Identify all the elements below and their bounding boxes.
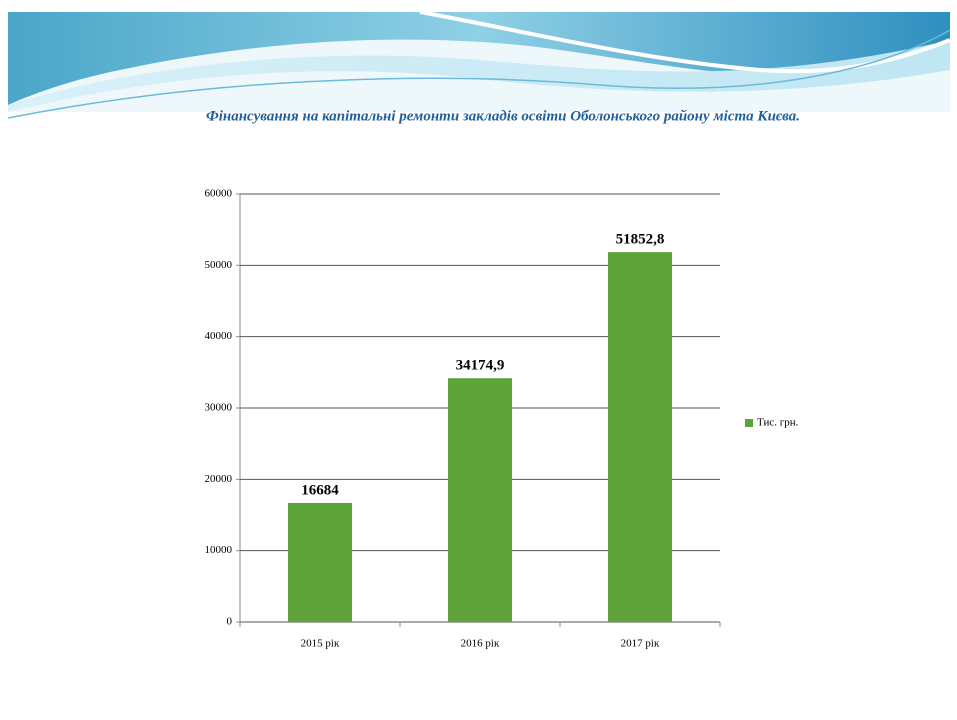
bar (608, 252, 672, 622)
y-tick-label: 20000 (205, 473, 233, 485)
y-tick-label: 30000 (205, 402, 233, 414)
value-label: 34174,9 (456, 358, 505, 374)
legend-label: Тис. грн. (757, 417, 799, 429)
x-tick-label: 2016 рік (461, 638, 500, 650)
y-tick-label: 0 (227, 616, 233, 628)
value-label: 16684 (301, 482, 339, 498)
legend-swatch (745, 419, 753, 427)
x-tick-label: 2015 рік (301, 638, 340, 650)
value-label: 51852,8 (616, 232, 665, 248)
y-tick-label: 60000 (205, 188, 233, 200)
chart-title: Фінансування на капітальні ремонти закла… (206, 108, 800, 124)
y-tick-label: 50000 (205, 259, 233, 271)
x-tick-label: 2017 рік (621, 638, 660, 650)
header-decoration (8, 12, 950, 118)
y-tick-label: 10000 (205, 544, 233, 556)
y-tick-label: 40000 (205, 330, 233, 342)
bar (448, 378, 512, 622)
bar (288, 503, 352, 622)
slide: Фінансування на капітальні ремонти закла… (0, 0, 957, 720)
